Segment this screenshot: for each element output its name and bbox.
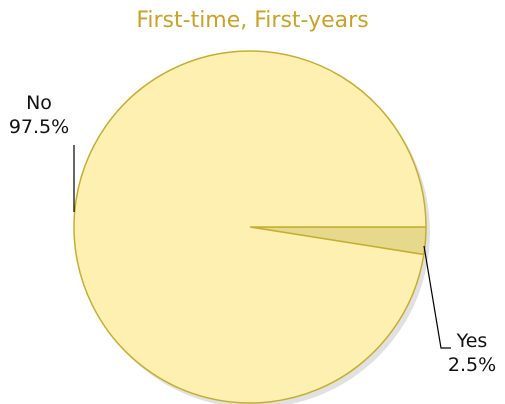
data-label-yes-name: Yes bbox=[456, 330, 488, 352]
data-label-no: No 97.5% bbox=[2, 92, 76, 140]
pie-slice-no bbox=[73, 50, 427, 404]
data-label-yes: Yes 2.5% bbox=[442, 330, 502, 378]
data-label-no-value: 97.5% bbox=[8, 115, 70, 138]
chart-title: First-time, First-years bbox=[136, 8, 369, 33]
data-label-no-name: No bbox=[26, 92, 52, 114]
leader-line-yes bbox=[423, 245, 451, 349]
data-label-yes-value: 2.5% bbox=[447, 353, 497, 376]
